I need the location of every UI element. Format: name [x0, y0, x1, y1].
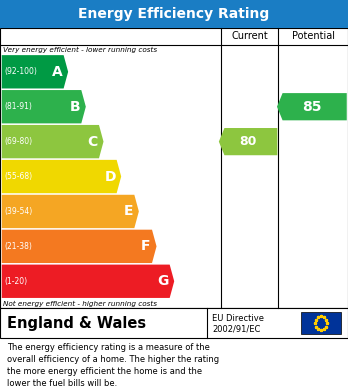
- Text: B: B: [70, 100, 80, 114]
- Text: EU Directive
2002/91/EC: EU Directive 2002/91/EC: [212, 314, 264, 333]
- Text: (69-80): (69-80): [4, 137, 32, 146]
- Text: Current: Current: [231, 31, 268, 41]
- Text: England & Wales: England & Wales: [7, 316, 146, 331]
- Text: The energy efficiency rating is a measure of the
overall efficiency of a home. T: The energy efficiency rating is a measur…: [7, 343, 219, 388]
- Text: Not energy efficient - higher running costs: Not energy efficient - higher running co…: [3, 301, 158, 307]
- Polygon shape: [2, 125, 103, 158]
- Polygon shape: [2, 230, 157, 263]
- Text: (21-38): (21-38): [4, 242, 32, 251]
- Text: (92-100): (92-100): [4, 67, 37, 76]
- Text: (39-54): (39-54): [4, 207, 32, 216]
- Polygon shape: [2, 55, 68, 88]
- Bar: [0, 28, 348, 308]
- Bar: [301, 312, 341, 334]
- Text: 85: 85: [302, 100, 322, 114]
- Text: C: C: [88, 135, 98, 149]
- Bar: [0, 0, 348, 28]
- Text: (55-68): (55-68): [4, 172, 32, 181]
- Polygon shape: [219, 128, 277, 155]
- Polygon shape: [2, 160, 121, 193]
- Text: G: G: [158, 274, 169, 288]
- Polygon shape: [2, 195, 139, 228]
- Polygon shape: [2, 90, 86, 124]
- Text: (81-91): (81-91): [4, 102, 32, 111]
- Polygon shape: [277, 93, 347, 120]
- Text: A: A: [52, 65, 63, 79]
- Text: E: E: [123, 204, 133, 219]
- Text: Potential: Potential: [292, 31, 335, 41]
- Text: Very energy efficient - lower running costs: Very energy efficient - lower running co…: [3, 47, 158, 52]
- Text: F: F: [141, 239, 150, 253]
- Polygon shape: [2, 265, 174, 298]
- Bar: [0, 308, 348, 338]
- Text: (1-20): (1-20): [4, 277, 27, 286]
- Text: Energy Efficiency Rating: Energy Efficiency Rating: [78, 7, 270, 21]
- Text: D: D: [105, 170, 116, 183]
- Text: 80: 80: [239, 135, 257, 148]
